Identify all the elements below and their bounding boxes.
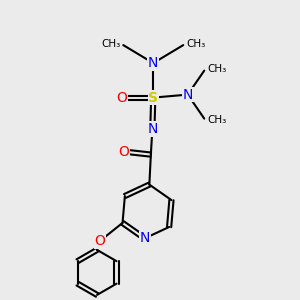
Text: N: N — [183, 88, 193, 102]
Text: CH₃: CH₃ — [101, 39, 120, 49]
Text: S: S — [148, 91, 158, 105]
Text: N: N — [148, 56, 158, 70]
Text: CH₃: CH₃ — [207, 64, 226, 74]
Text: O: O — [118, 145, 129, 159]
Text: CH₃: CH₃ — [207, 115, 226, 125]
Text: O: O — [116, 91, 127, 105]
Text: N: N — [140, 231, 150, 245]
Text: O: O — [94, 234, 106, 248]
Text: CH₃: CH₃ — [186, 39, 206, 49]
Text: N: N — [147, 122, 158, 136]
